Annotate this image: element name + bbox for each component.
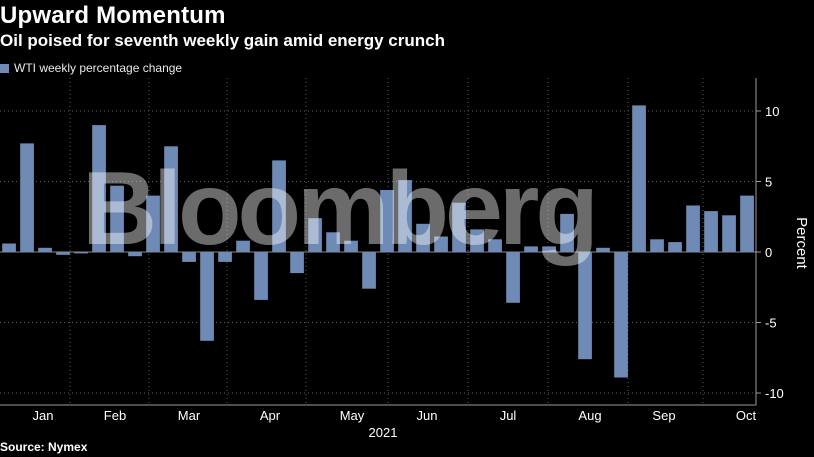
bar bbox=[650, 239, 664, 252]
bar bbox=[236, 240, 250, 252]
bar bbox=[20, 143, 34, 252]
bar bbox=[470, 229, 484, 252]
y-tick-label: 10 bbox=[765, 104, 779, 119]
bar bbox=[560, 213, 574, 252]
x-tick-label: Jul bbox=[500, 408, 517, 423]
y-axis-label: Percent bbox=[793, 217, 810, 270]
bar bbox=[434, 236, 448, 252]
bar bbox=[110, 185, 124, 252]
chart-subtitle: Oil poised for seventh weekly gain amid … bbox=[0, 31, 445, 50]
x-tick-label: Sep bbox=[652, 408, 675, 423]
bar bbox=[398, 180, 412, 252]
legend: WTI weekly percentage change bbox=[0, 61, 182, 75]
x-tick-label: Feb bbox=[104, 408, 126, 423]
bar bbox=[182, 252, 196, 262]
bar bbox=[164, 146, 178, 253]
x-tick-label: Jan bbox=[33, 408, 54, 423]
bar bbox=[488, 239, 502, 252]
bar bbox=[290, 252, 304, 274]
bar bbox=[452, 202, 466, 253]
legend-swatch bbox=[0, 63, 9, 73]
bar bbox=[506, 252, 520, 303]
y-tick-label: 0 bbox=[765, 245, 772, 260]
y-tick-label: -5 bbox=[765, 316, 777, 331]
y-tick-label: -10 bbox=[765, 386, 784, 401]
bar bbox=[200, 252, 214, 341]
bar bbox=[218, 252, 232, 262]
bar bbox=[92, 125, 106, 252]
x-tick-label: Aug bbox=[578, 408, 601, 423]
bar bbox=[704, 211, 718, 252]
bar bbox=[740, 195, 754, 252]
x-tick-label: May bbox=[340, 408, 365, 423]
bar bbox=[416, 223, 430, 252]
x-tick-label: Oct bbox=[736, 408, 757, 423]
y-tick-label: 5 bbox=[765, 175, 772, 190]
bar bbox=[686, 205, 700, 252]
legend-label: WTI weekly percentage change bbox=[14, 61, 183, 75]
bar bbox=[668, 242, 682, 252]
bar bbox=[380, 190, 394, 252]
source-note: Source: Nymex bbox=[0, 440, 88, 454]
bar bbox=[524, 246, 538, 252]
x-year-label: 2021 bbox=[369, 425, 398, 440]
bar bbox=[614, 252, 628, 378]
bar bbox=[128, 252, 142, 257]
x-tick-label: Mar bbox=[178, 408, 201, 423]
x-tick-label: Jun bbox=[417, 408, 438, 423]
bar bbox=[74, 252, 88, 254]
bar bbox=[326, 232, 340, 252]
x-tick-label: Apr bbox=[260, 408, 281, 423]
bar bbox=[362, 252, 376, 289]
bar bbox=[632, 105, 646, 253]
bar bbox=[146, 195, 160, 252]
bar bbox=[578, 252, 592, 360]
bar bbox=[2, 243, 16, 252]
bar bbox=[308, 218, 322, 252]
bar bbox=[38, 247, 52, 252]
bar bbox=[596, 247, 610, 252]
bar bbox=[56, 252, 70, 255]
bar bbox=[272, 160, 286, 252]
bar bbox=[254, 252, 268, 300]
chart-title: Upward Momentum bbox=[0, 2, 226, 29]
bar bbox=[344, 240, 358, 252]
bar bbox=[542, 246, 556, 252]
bar bbox=[722, 215, 736, 252]
